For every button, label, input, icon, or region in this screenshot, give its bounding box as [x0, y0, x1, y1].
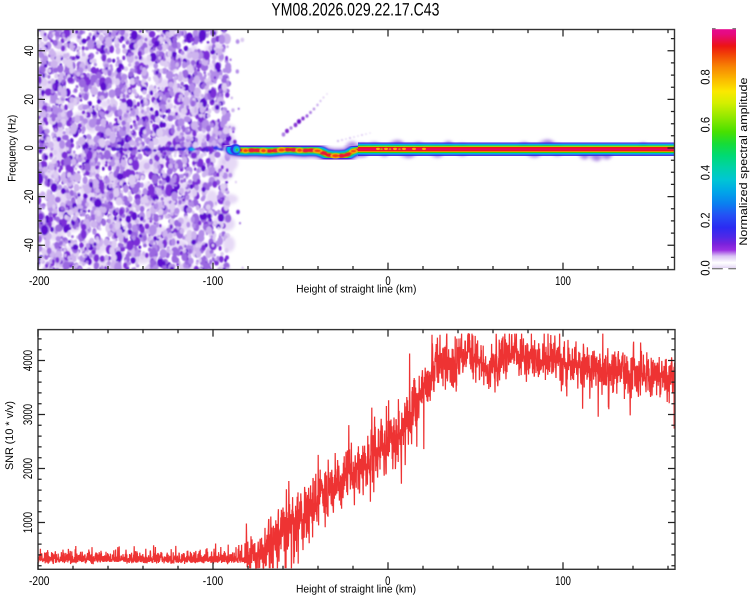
svg-text:0: 0	[385, 274, 390, 288]
svg-text:0.4: 0.4	[699, 165, 713, 181]
svg-text:0.2: 0.2	[699, 212, 713, 228]
svg-text:0: 0	[385, 574, 390, 588]
svg-text:4000: 4000	[21, 350, 35, 371]
svg-text:100: 100	[555, 574, 571, 588]
svg-text:Height of straight line (km): Height of straight line (km)	[296, 284, 416, 296]
svg-text:0: 0	[22, 145, 36, 150]
svg-text:SNR (10 * v/v): SNR (10 * v/v)	[4, 401, 16, 470]
svg-text:Height of straight line (km): Height of straight line (km)	[296, 583, 416, 595]
svg-text:40: 40	[22, 46, 36, 57]
svg-text:-20: -20	[22, 190, 36, 204]
svg-text:0.6: 0.6	[699, 117, 713, 133]
svg-text:-100: -100	[203, 574, 223, 588]
svg-text:-100: -100	[203, 274, 223, 288]
svg-text:-200: -200	[29, 274, 49, 288]
svg-text:-200: -200	[29, 574, 49, 588]
svg-text:20: 20	[22, 94, 36, 105]
svg-text:-40: -40	[22, 238, 36, 252]
svg-text:2000: 2000	[21, 458, 35, 479]
svg-text:1000: 1000	[21, 512, 35, 533]
svg-text:YM08.2026.029.22.17.C43: YM08.2026.029.22.17.C43	[271, 0, 439, 20]
svg-text:3000: 3000	[21, 404, 35, 425]
svg-text:100: 100	[555, 274, 571, 288]
svg-text:Normalized spectral amplitude: Normalized spectral amplitude	[738, 78, 750, 246]
svg-text:Frequency (Hz): Frequency (Hz)	[7, 115, 19, 182]
svg-text:0.0: 0.0	[699, 260, 713, 276]
svg-text:0.8: 0.8	[699, 69, 713, 85]
